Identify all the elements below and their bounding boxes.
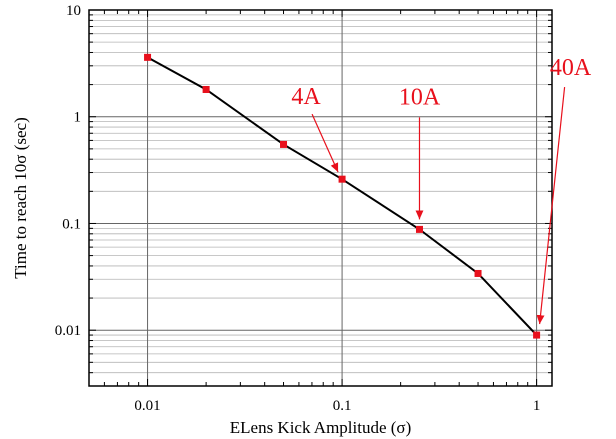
annotation-arrow [536, 87, 566, 325]
data-point [202, 85, 210, 93]
tick-layer: 0.01 0.1 1 10 0.01 0.1 1 [55, 3, 552, 414]
annotation-label: 40A [550, 55, 592, 81]
y-tick-label: 10 [66, 3, 81, 19]
data-point [415, 225, 423, 233]
annotation-label: 4A [291, 84, 321, 110]
annotation-label: 10A [399, 84, 441, 110]
y-axis-title: Time to reach 10σ (sec) [11, 117, 30, 279]
data-point [338, 175, 346, 183]
y-tick-label: 0.1 [62, 216, 81, 232]
annotation-arrow [311, 113, 339, 173]
data-point [280, 140, 288, 148]
x-axis-title: ELens Kick Amplitude (σ) [230, 418, 412, 437]
data-point [144, 53, 152, 61]
y-tick-label: 1 [74, 110, 82, 126]
data-point [533, 331, 541, 339]
y-tick-label: 0.01 [55, 323, 81, 339]
data-point [474, 269, 482, 277]
annotation-layer: 4A 10A 40A [291, 55, 592, 325]
grid-layer [89, 10, 552, 386]
x-tick-label: 0.01 [134, 398, 160, 414]
plot-frame [88, 9, 553, 387]
x-tick-label: 0.1 [333, 398, 352, 414]
x-tick-label: 1 [533, 398, 541, 414]
series-layer [144, 53, 541, 339]
